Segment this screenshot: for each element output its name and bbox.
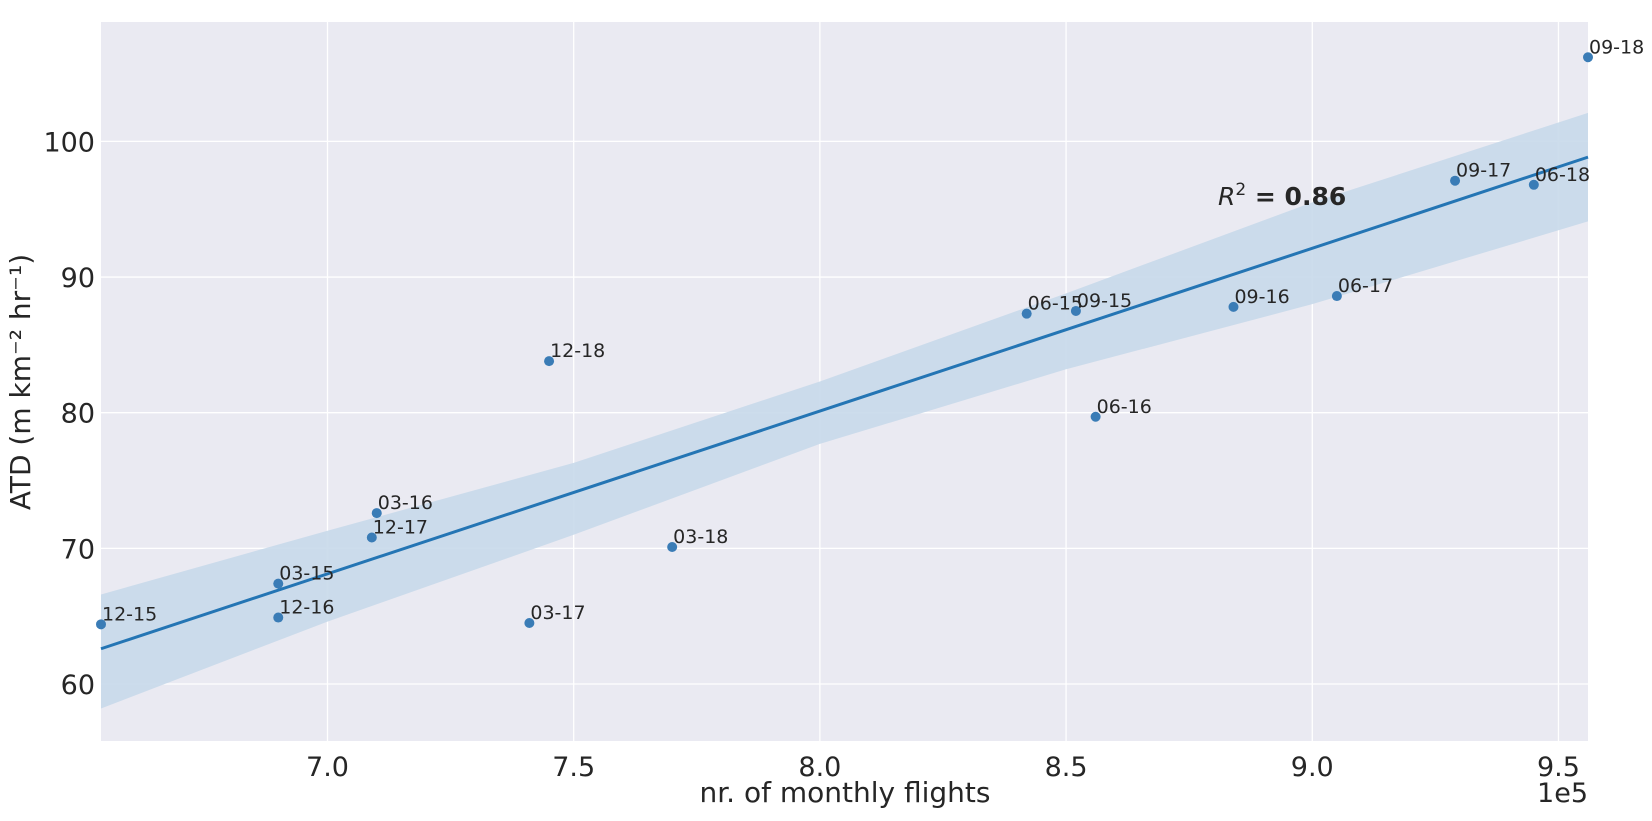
data-point: [96, 619, 106, 630]
x-axis-offset-label: 1e5: [1537, 778, 1588, 809]
x-tick-labels: 7.0 7.5 8.0 8.5 9.0 9.5: [306, 752, 1580, 783]
data-point-label: 06-18: [1535, 164, 1590, 186]
y-tick-label: 70: [61, 534, 95, 565]
y-tick-label: 90: [61, 263, 95, 294]
x-tick-label: 7.0: [306, 752, 349, 783]
x-tick-label: 8.0: [798, 752, 841, 783]
data-point: [1021, 308, 1032, 319]
data-point: [366, 532, 377, 543]
data-points: 12-15 03-15 12-16 12-17 03-16 03-17 12-18 03-18…: [96, 36, 1644, 630]
data-point: [1583, 52, 1593, 63]
data-point: [371, 508, 382, 519]
data-point: [273, 612, 284, 623]
x-tick-label: 7.5: [552, 752, 595, 783]
confidence-band: [101, 112, 1588, 709]
data-point-label: 06-15: [1028, 293, 1083, 315]
data-point-label: 09-16: [1234, 286, 1289, 308]
data-point: [667, 542, 678, 553]
data-point-label: 03-15: [279, 563, 334, 585]
data-point: [544, 356, 555, 367]
data-point: [1090, 411, 1101, 422]
data-point-label: 03-16: [378, 492, 433, 514]
y-tick-label: 100: [43, 127, 95, 158]
data-point: [1331, 291, 1342, 302]
r-squared-symbol: R: [1218, 182, 1235, 211]
data-point-label: 06-17: [1338, 275, 1393, 297]
data-point-label: 09-18: [1589, 36, 1644, 58]
data-point-label: 06-16: [1097, 396, 1152, 418]
x-tick-label: 8.5: [1045, 752, 1088, 783]
data-point-label: 12-15: [102, 603, 157, 625]
y-tick-label: 80: [61, 399, 95, 430]
r-squared-exponent: 2: [1235, 180, 1246, 200]
x-tick-label: 9.5: [1537, 752, 1580, 783]
r-squared-annotation: R2 = 0.86: [1218, 180, 1346, 211]
data-point: [1528, 179, 1539, 190]
data-point: [1070, 305, 1081, 316]
y-tick-labels: 60 70 80 90 100: [43, 127, 95, 701]
data-point-label: 09-17: [1456, 160, 1511, 182]
data-point-label: 12-17: [373, 517, 428, 539]
data-point-label: 12-18: [550, 340, 605, 362]
data-point: [273, 578, 284, 589]
y-tick-label: 60: [61, 670, 95, 701]
x-axis-label: nr. of monthly flights: [699, 776, 990, 809]
data-point: [1450, 175, 1461, 186]
data-point-label: 03-17: [530, 602, 585, 624]
data-point: [524, 617, 535, 628]
data-point-label: 03-18: [673, 526, 728, 548]
y-axis-label: ATD (m km⁻² hr⁻¹): [4, 254, 37, 510]
data-point-label: 09-15: [1077, 290, 1132, 312]
r-squared-value: = 0.86: [1246, 182, 1346, 211]
x-tick-label: 9.0: [1291, 752, 1334, 783]
regression-line: [100, 155, 1589, 651]
data-point: [1228, 301, 1239, 312]
data-point-label: 12-16: [279, 597, 334, 619]
